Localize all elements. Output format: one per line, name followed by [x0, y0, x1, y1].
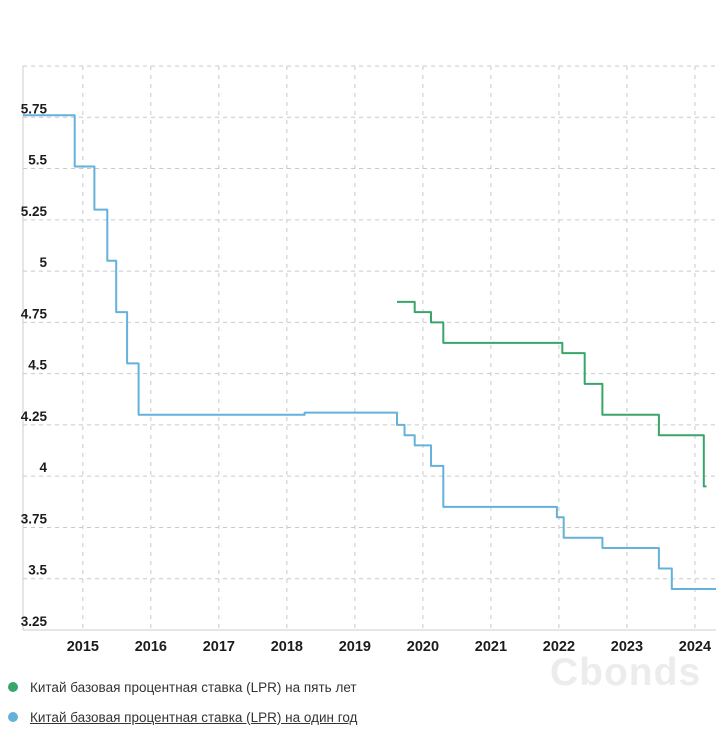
x-tick-label: 2016	[135, 639, 167, 655]
y-tick-label: 4.75	[21, 306, 48, 321]
y-tick-label: 3.5	[28, 563, 47, 578]
lpr-rate-chart: 5.75 5.5 5.25 5 4.75 4.5 4.25 4 3.75 3.5 3.25 2015 2…	[21, 65, 716, 655]
x-tick-label: 2020	[407, 639, 439, 655]
chart-legend: Китай базовая процентная ставка (LPR) на…	[8, 672, 357, 732]
x-tick-label: 2022	[543, 639, 575, 655]
series-line-5y	[397, 300, 707, 488]
y-tick-label: 4.5	[28, 358, 47, 373]
x-tick-label: 2019	[339, 639, 371, 655]
legend-label-5y: Китай базовая процентная ставка (LPR) на…	[30, 679, 357, 695]
y-tick-label: 3.25	[21, 614, 48, 629]
y-tick-label: 5.25	[21, 204, 48, 219]
x-tick-label: 2023	[611, 639, 643, 655]
x-tick-label: 2018	[271, 639, 303, 655]
y-tick-label: 4	[39, 460, 47, 475]
legend-item-lpr-1y[interactable]: Китай базовая процентная ставка (LPR) на…	[8, 702, 357, 732]
cbonds-watermark: Cbonds	[550, 651, 702, 694]
x-tick-label: 2017	[203, 639, 235, 655]
y-tick-label: 5	[39, 255, 47, 270]
x-tick-label: 2021	[475, 639, 507, 655]
y-tick-label: 3.75	[21, 511, 48, 526]
legend-marker-5y-icon	[8, 682, 18, 692]
legend-label-1y: Китай базовая процентная ставка (LPR) на…	[30, 709, 358, 725]
series-line-1y	[23, 114, 716, 590]
legend-marker-1y-icon	[8, 712, 18, 722]
y-tick-label: 5.75	[21, 101, 48, 116]
x-tick-label: 2015	[67, 639, 99, 655]
x-tick-label: 2024	[679, 639, 711, 655]
y-tick-label: 5.5	[28, 153, 47, 168]
legend-item-lpr-5y[interactable]: Китай базовая процентная ставка (LPR) на…	[8, 672, 357, 702]
y-tick-label: 4.25	[21, 409, 48, 424]
